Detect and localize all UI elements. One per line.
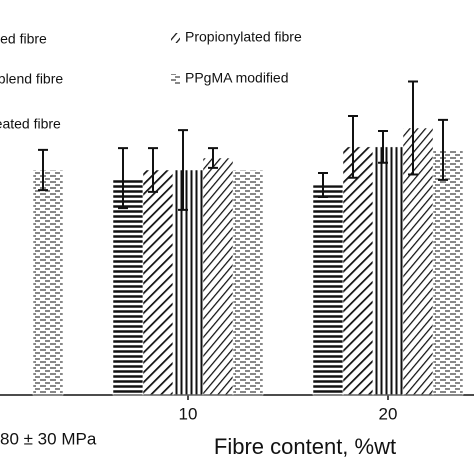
bar bbox=[112, 177, 144, 396]
bar bbox=[172, 169, 204, 396]
x-tick-label: 10 bbox=[179, 404, 198, 423]
bar bbox=[342, 146, 374, 396]
legend-label: PPgMA modified bbox=[185, 70, 289, 86]
bar bbox=[372, 146, 404, 396]
bar bbox=[402, 127, 434, 396]
error-bar bbox=[148, 147, 158, 193]
error-bar bbox=[38, 148, 48, 192]
x-axis-label: Fibre content, %wt bbox=[214, 434, 396, 459]
bar bbox=[32, 169, 64, 396]
error-bar bbox=[118, 147, 128, 210]
annotation: 80 ± 30 MPa bbox=[0, 429, 97, 448]
bar bbox=[312, 184, 344, 396]
legend-label: Propionylated fibre bbox=[185, 29, 302, 45]
error-bar bbox=[378, 130, 388, 164]
legend-swatch bbox=[171, 74, 180, 84]
bar bbox=[432, 149, 464, 396]
error-bar bbox=[438, 118, 448, 181]
bar bbox=[142, 169, 174, 396]
bar bbox=[232, 169, 264, 396]
x-tick-label: 20 bbox=[379, 404, 398, 423]
bar bbox=[202, 157, 234, 396]
legend-label: ified fibre bbox=[0, 31, 47, 47]
error-bar bbox=[178, 129, 188, 211]
error-bar bbox=[408, 80, 418, 176]
legend-swatch bbox=[171, 33, 180, 43]
error-bar bbox=[348, 115, 358, 179]
legend-label: . blend fibre bbox=[0, 71, 63, 87]
error-bar bbox=[318, 172, 328, 198]
error-bar bbox=[208, 147, 218, 169]
